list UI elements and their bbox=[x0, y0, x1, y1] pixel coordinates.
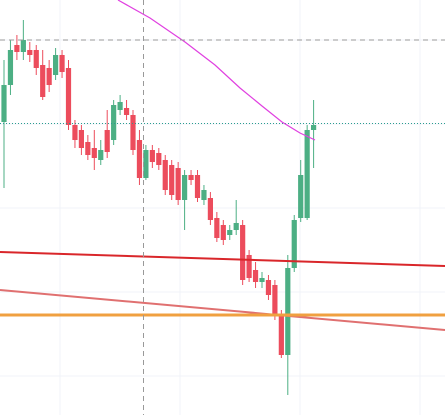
candle-body bbox=[46, 68, 52, 85]
candle-body bbox=[278, 315, 284, 355]
candle-body bbox=[104, 130, 110, 152]
candle-body bbox=[7, 50, 14, 85]
candle-body bbox=[259, 278, 265, 282]
candle-body bbox=[220, 225, 226, 240]
candle-body bbox=[156, 153, 162, 165]
candle-body bbox=[285, 268, 291, 355]
candle-body bbox=[175, 168, 181, 200]
candle-body bbox=[143, 150, 149, 178]
candle-body bbox=[162, 160, 168, 190]
candle-body bbox=[214, 218, 220, 238]
moving-average bbox=[117, 0, 316, 141]
candle-body bbox=[53, 55, 59, 75]
candle-body bbox=[59, 55, 65, 72]
candle-body bbox=[272, 285, 278, 315]
candle-body bbox=[78, 130, 84, 148]
candle-body bbox=[194, 175, 201, 198]
candle-body bbox=[149, 150, 155, 162]
candle-body bbox=[40, 65, 46, 97]
candle-body bbox=[265, 280, 272, 295]
candle-body bbox=[85, 142, 91, 155]
candle-body bbox=[252, 270, 259, 282]
candle-body bbox=[182, 175, 188, 200]
candle-body bbox=[123, 108, 130, 115]
candle-body bbox=[72, 125, 78, 140]
candle-body bbox=[233, 223, 239, 230]
candle-body bbox=[98, 150, 104, 160]
candle-body bbox=[14, 45, 20, 52]
candle-body bbox=[188, 175, 194, 180]
candle-body bbox=[33, 50, 39, 68]
candle-body bbox=[227, 230, 233, 235]
trend-line bbox=[0, 251, 445, 267]
candle-body bbox=[1, 85, 7, 122]
candle-body bbox=[65, 68, 72, 125]
candle-body bbox=[136, 140, 143, 178]
candle-body bbox=[111, 105, 117, 140]
candle-body bbox=[246, 255, 252, 278]
candle-body bbox=[291, 220, 297, 268]
candle-body bbox=[20, 40, 26, 52]
candle-body bbox=[91, 148, 97, 158]
candle-body bbox=[201, 190, 207, 200]
candle-body bbox=[27, 50, 33, 55]
candle-body bbox=[311, 125, 317, 130]
candle-body bbox=[130, 115, 136, 150]
candle-body bbox=[298, 175, 304, 218]
candle-body bbox=[240, 225, 246, 280]
trend-line bbox=[0, 289, 445, 331]
candle-body bbox=[169, 165, 175, 195]
candle-body bbox=[117, 102, 123, 110]
candles bbox=[1, 20, 317, 395]
candle-body bbox=[304, 130, 310, 218]
candle-body bbox=[207, 198, 213, 220]
